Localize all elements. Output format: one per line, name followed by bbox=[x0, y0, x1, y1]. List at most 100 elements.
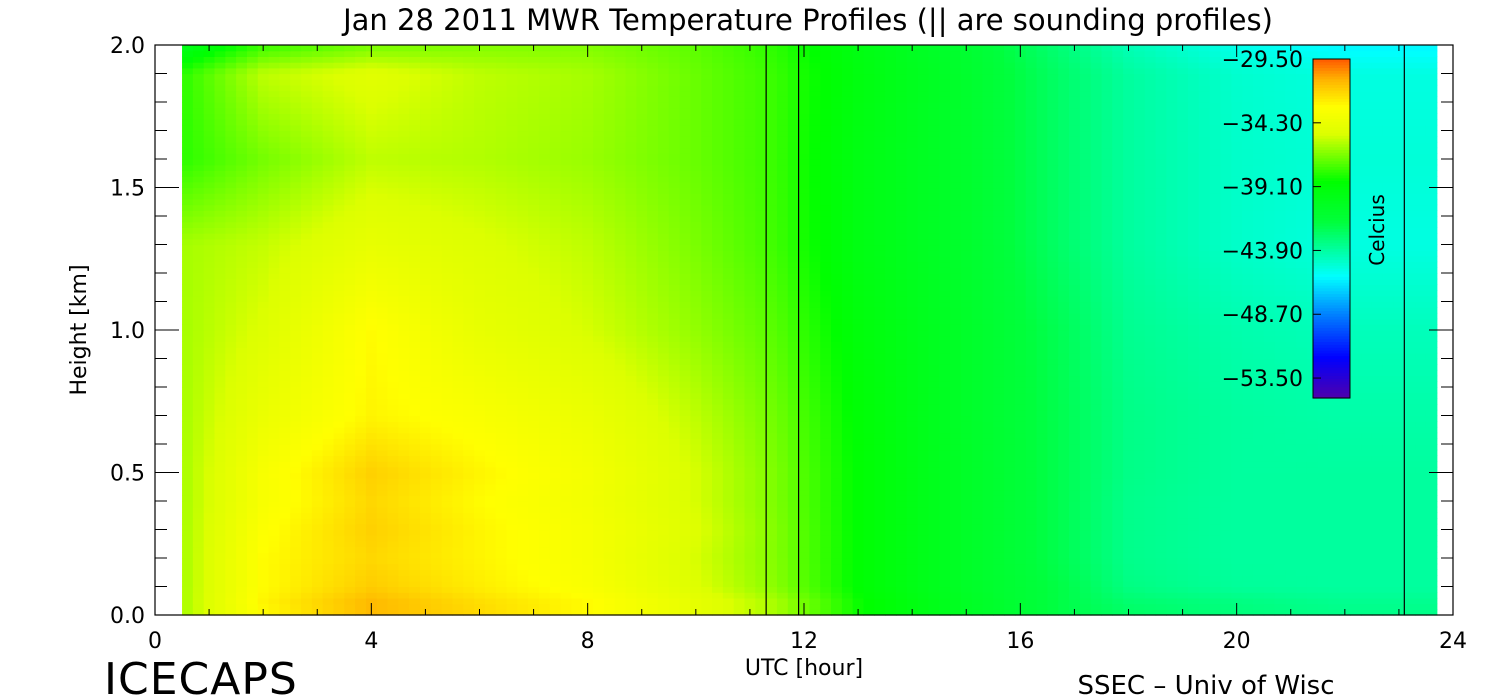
heatmap-cell bbox=[960, 575, 973, 582]
heatmap-cell bbox=[1112, 580, 1124, 588]
heatmap-cell bbox=[928, 478, 940, 485]
heatmap-cell bbox=[647, 392, 659, 399]
heatmap-cell bbox=[387, 586, 399, 593]
heatmap-cell bbox=[182, 580, 194, 588]
heatmap-cell bbox=[917, 478, 929, 485]
heatmap-cell bbox=[474, 444, 486, 451]
heatmap-cell bbox=[398, 569, 410, 576]
heatmap-cell bbox=[776, 438, 789, 445]
heatmap-cell bbox=[831, 398, 843, 405]
heatmap-cell bbox=[1393, 369, 1405, 377]
heatmap-cell bbox=[939, 415, 951, 422]
heatmap-cell bbox=[798, 432, 811, 439]
heatmap-cell bbox=[1350, 409, 1362, 417]
heatmap-cell bbox=[1382, 409, 1395, 417]
heatmap-cell bbox=[928, 381, 940, 388]
heatmap-cell bbox=[1025, 483, 1038, 491]
heatmap-cell bbox=[798, 580, 811, 588]
heatmap-cell bbox=[463, 461, 475, 468]
heatmap-cell bbox=[787, 483, 800, 491]
heatmap-cell bbox=[560, 426, 573, 434]
heatmap-cell bbox=[1069, 592, 1081, 599]
heatmap-cell bbox=[355, 535, 367, 542]
heatmap-cell bbox=[322, 375, 335, 382]
heatmap-cell bbox=[593, 432, 605, 439]
heatmap-cell bbox=[1306, 421, 1319, 428]
heatmap-cell bbox=[311, 512, 324, 519]
heatmap-cell bbox=[917, 506, 929, 513]
heatmap-cell bbox=[246, 415, 259, 422]
heatmap-cell bbox=[1144, 506, 1157, 513]
heatmap-cell bbox=[1112, 398, 1124, 405]
heatmap-cell bbox=[1371, 506, 1384, 513]
heatmap-cell bbox=[993, 563, 1005, 570]
heatmap-cell bbox=[344, 580, 356, 588]
heatmap-cell bbox=[820, 438, 832, 445]
heatmap-cell bbox=[1285, 501, 1297, 508]
heatmap-cell bbox=[214, 506, 226, 513]
heatmap-cell bbox=[1231, 529, 1243, 536]
heatmap-cell bbox=[993, 432, 1005, 439]
heatmap-cell bbox=[495, 466, 508, 474]
heatmap-cell bbox=[571, 387, 583, 394]
heatmap-cell bbox=[874, 552, 886, 559]
heatmap-cell bbox=[1361, 540, 1373, 548]
heatmap-cell bbox=[1220, 603, 1232, 610]
heatmap-cell bbox=[192, 392, 205, 399]
heatmap-cell bbox=[776, 501, 789, 508]
heatmap-cell bbox=[679, 535, 692, 542]
heatmap-cell bbox=[1382, 580, 1395, 588]
heatmap-cell bbox=[1371, 518, 1384, 525]
heatmap-cell bbox=[506, 592, 518, 599]
heatmap-cell bbox=[430, 586, 443, 593]
heatmap-cell bbox=[560, 466, 573, 474]
heatmap-cell bbox=[1155, 501, 1167, 508]
heatmap-cell bbox=[301, 387, 313, 394]
heatmap-cell bbox=[993, 421, 1005, 428]
heatmap-cell bbox=[1166, 472, 1178, 479]
heatmap-cell bbox=[355, 404, 367, 411]
heatmap-cell bbox=[939, 495, 951, 502]
heatmap-cell bbox=[733, 461, 746, 468]
heatmap-cell bbox=[311, 603, 324, 610]
heatmap-cell bbox=[560, 597, 573, 605]
heatmap-cell bbox=[722, 563, 735, 570]
heatmap-cell bbox=[225, 426, 237, 434]
heatmap-cell bbox=[1036, 523, 1048, 531]
heatmap-cell bbox=[1101, 375, 1113, 382]
heatmap-cell bbox=[1371, 575, 1384, 582]
heatmap-cell bbox=[1177, 523, 1189, 531]
heatmap-cell bbox=[420, 438, 432, 445]
heatmap-cell bbox=[322, 563, 335, 570]
heatmap-cell bbox=[960, 518, 973, 525]
heatmap-cell bbox=[246, 592, 259, 599]
heatmap-cell bbox=[668, 426, 681, 434]
heatmap-cell bbox=[722, 592, 735, 599]
heatmap-cell bbox=[841, 466, 854, 474]
heatmap-cell bbox=[1317, 472, 1330, 479]
heatmap-cell bbox=[787, 540, 800, 548]
heatmap-cell bbox=[430, 444, 443, 451]
heatmap-cell bbox=[950, 580, 962, 588]
heatmap-cell bbox=[917, 518, 929, 525]
heatmap-cell bbox=[301, 421, 313, 428]
heatmap-cell bbox=[939, 461, 951, 468]
heatmap-cell bbox=[1177, 455, 1189, 462]
heatmap-cell bbox=[1350, 392, 1362, 399]
heatmap-cell bbox=[928, 540, 940, 548]
heatmap-cell bbox=[701, 455, 713, 462]
heatmap-cell bbox=[279, 369, 291, 377]
heatmap-cell bbox=[712, 387, 724, 394]
heatmap-cell bbox=[603, 398, 616, 405]
heatmap-cell bbox=[647, 404, 659, 411]
heatmap-cell bbox=[712, 575, 724, 582]
heatmap-cell bbox=[311, 592, 324, 599]
heatmap-cell bbox=[538, 398, 551, 405]
heatmap-cell bbox=[1339, 495, 1351, 502]
heatmap-cell bbox=[852, 569, 865, 576]
heatmap-cell bbox=[311, 478, 324, 485]
heatmap-cell bbox=[1242, 392, 1254, 399]
heatmap-cell bbox=[1047, 489, 1059, 496]
heatmap-cell bbox=[744, 523, 756, 531]
heatmap-cell bbox=[1415, 415, 1427, 422]
